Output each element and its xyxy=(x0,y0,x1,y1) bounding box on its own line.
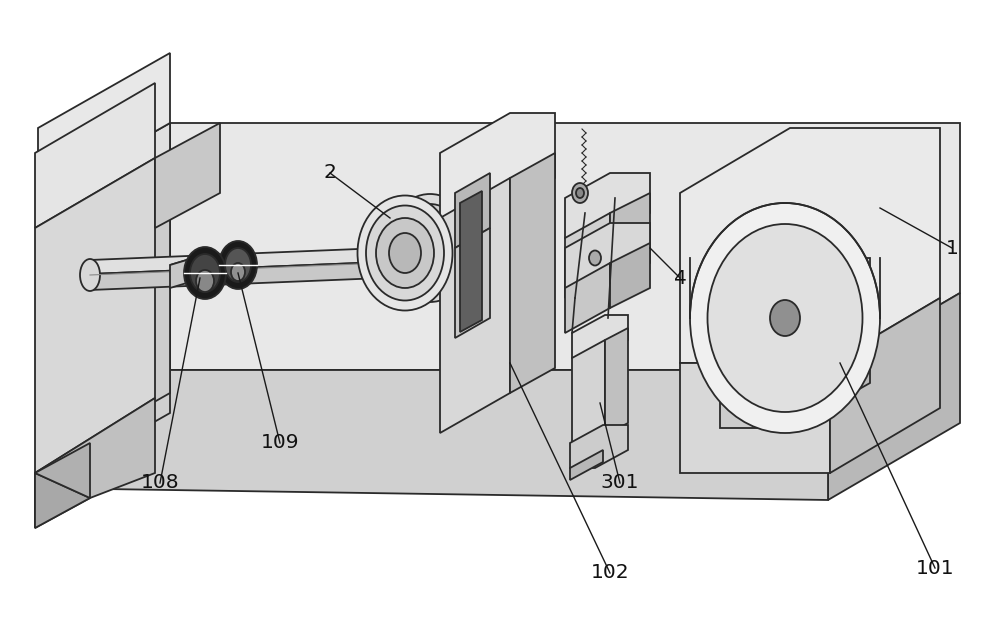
Polygon shape xyxy=(440,113,555,218)
Polygon shape xyxy=(35,83,155,228)
Ellipse shape xyxy=(386,194,474,302)
Polygon shape xyxy=(455,228,490,338)
Ellipse shape xyxy=(576,188,584,198)
Polygon shape xyxy=(830,298,940,473)
Ellipse shape xyxy=(470,235,490,267)
Ellipse shape xyxy=(376,218,434,288)
Ellipse shape xyxy=(572,183,588,203)
Polygon shape xyxy=(610,193,650,273)
Polygon shape xyxy=(565,173,650,238)
Polygon shape xyxy=(35,158,155,473)
Ellipse shape xyxy=(219,241,257,289)
Polygon shape xyxy=(680,363,830,473)
Polygon shape xyxy=(38,53,170,198)
Ellipse shape xyxy=(389,233,421,273)
Polygon shape xyxy=(460,191,482,332)
Polygon shape xyxy=(572,340,605,453)
Text: 102: 102 xyxy=(591,563,629,583)
Ellipse shape xyxy=(80,259,100,291)
Polygon shape xyxy=(35,443,90,498)
Polygon shape xyxy=(38,123,170,488)
Text: 1: 1 xyxy=(946,239,958,257)
Ellipse shape xyxy=(366,205,444,301)
Text: 101: 101 xyxy=(916,558,954,578)
Polygon shape xyxy=(720,258,870,368)
Polygon shape xyxy=(38,370,828,500)
Polygon shape xyxy=(90,244,480,274)
Polygon shape xyxy=(35,473,90,528)
Polygon shape xyxy=(90,258,480,290)
Polygon shape xyxy=(828,293,960,500)
Ellipse shape xyxy=(190,254,220,292)
Ellipse shape xyxy=(358,195,452,310)
Text: 109: 109 xyxy=(261,433,299,453)
Polygon shape xyxy=(565,213,610,298)
Ellipse shape xyxy=(395,204,465,292)
Polygon shape xyxy=(155,123,220,228)
Polygon shape xyxy=(510,153,555,393)
Polygon shape xyxy=(38,123,170,273)
Polygon shape xyxy=(38,123,960,370)
Polygon shape xyxy=(720,368,790,428)
Polygon shape xyxy=(572,315,628,358)
Polygon shape xyxy=(170,253,245,270)
Ellipse shape xyxy=(405,216,455,280)
Polygon shape xyxy=(440,178,510,433)
Polygon shape xyxy=(35,398,155,528)
Text: 301: 301 xyxy=(601,474,639,492)
Polygon shape xyxy=(170,253,210,288)
Polygon shape xyxy=(455,173,490,248)
Polygon shape xyxy=(565,263,610,333)
Ellipse shape xyxy=(690,203,880,433)
Polygon shape xyxy=(565,223,650,288)
Polygon shape xyxy=(680,128,940,363)
Text: 2: 2 xyxy=(324,163,336,183)
Ellipse shape xyxy=(589,251,601,266)
Polygon shape xyxy=(610,243,650,308)
Ellipse shape xyxy=(231,263,245,281)
Text: 108: 108 xyxy=(141,474,179,492)
Text: 4: 4 xyxy=(674,269,686,288)
Polygon shape xyxy=(570,450,603,480)
Ellipse shape xyxy=(184,247,226,299)
Polygon shape xyxy=(570,425,628,468)
Ellipse shape xyxy=(708,224,862,412)
Polygon shape xyxy=(38,198,170,468)
Polygon shape xyxy=(605,328,628,435)
Polygon shape xyxy=(38,123,170,488)
Polygon shape xyxy=(790,323,870,428)
Ellipse shape xyxy=(225,248,251,282)
Ellipse shape xyxy=(770,300,800,336)
Ellipse shape xyxy=(196,270,214,292)
